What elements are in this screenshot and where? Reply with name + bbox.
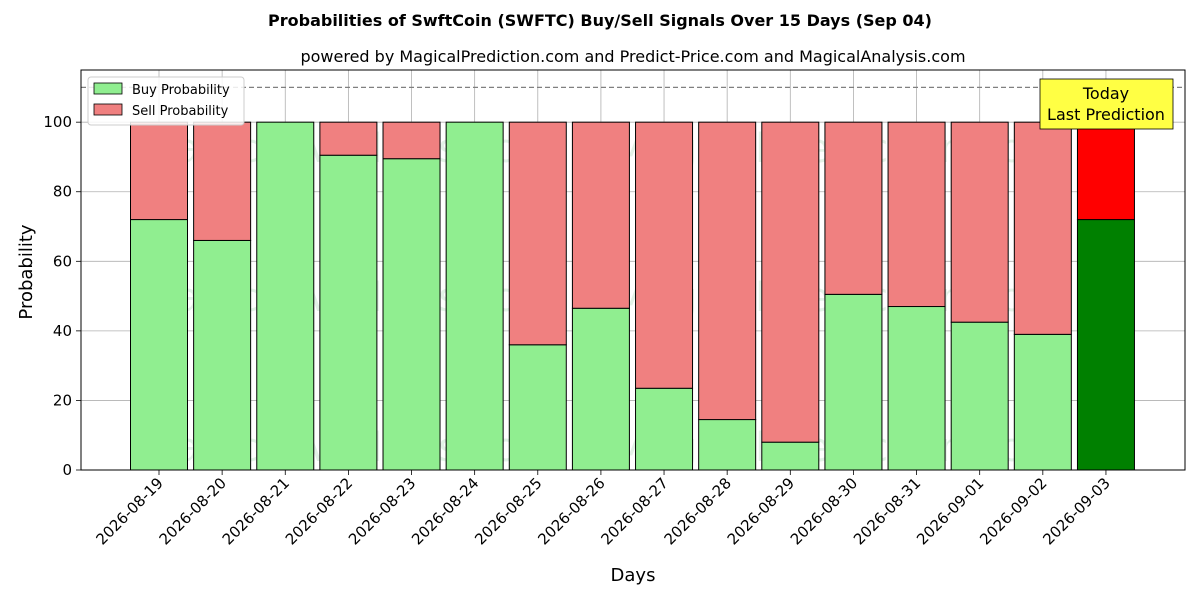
- x-tick-label: 2026-09-02: [976, 474, 1050, 548]
- chart-title: Probabilities of SwftCoin (SWFTC) Buy/Se…: [268, 11, 932, 30]
- buy-bar: [1013, 333, 1072, 471]
- sell-bar: [319, 121, 378, 156]
- x-axis-label: Days: [611, 565, 656, 586]
- x-tick-label: 2026-08-24: [408, 474, 482, 548]
- annotation-line1: Today: [1082, 84, 1129, 103]
- buy-bar: [887, 306, 946, 471]
- buy-bar: [256, 121, 315, 471]
- sell-bar: [571, 121, 630, 309]
- x-tick-label: 2026-08-19: [92, 474, 166, 548]
- sell-bar: [950, 121, 1009, 323]
- x-tick-label: 2026-08-25: [471, 474, 545, 548]
- buy-bar: [761, 441, 820, 471]
- chart-subtitle: powered by MagicalPrediction.com and Pre…: [300, 47, 965, 66]
- plot-frame: [80, 69, 1186, 471]
- legend-sell-swatch: [93, 103, 123, 116]
- buy-bar: [950, 321, 1009, 471]
- y-axis-label: Probability: [16, 224, 37, 319]
- sell-bar: [635, 121, 694, 389]
- x-tick-label: 2026-08-27: [597, 474, 671, 548]
- sell-bar: [508, 121, 567, 346]
- x-tick-label: 2026-08-21: [219, 474, 293, 548]
- legend-buy-label: Buy Probability: [132, 83, 230, 98]
- x-tick-label: 2026-08-22: [282, 474, 356, 548]
- legend-buy-swatch: [93, 82, 123, 95]
- x-tick-label: 2026-08-30: [787, 474, 861, 548]
- y-tick-label: 0: [62, 461, 72, 479]
- y-tick-label: 80: [53, 183, 72, 201]
- x-tick-label: 2026-08-28: [661, 474, 735, 548]
- legend-frame: [87, 76, 245, 126]
- today-annotation: Today Last Prediction: [1039, 78, 1174, 130]
- buy-bar: [445, 121, 504, 471]
- sell-bar: [193, 121, 252, 241]
- buy-bar: [193, 239, 252, 471]
- buy-bar: [635, 387, 694, 471]
- sell-bar: [1013, 121, 1072, 335]
- y-tick-label: 20: [53, 391, 72, 409]
- annotation-box: [1039, 78, 1174, 130]
- sell-bar: [887, 121, 946, 308]
- buy-bar: [1076, 219, 1135, 471]
- x-tick-label: 2026-08-31: [850, 474, 924, 548]
- sell-bar: [824, 121, 883, 295]
- legend: Buy Probability Sell Probability: [87, 76, 245, 126]
- buy-bar: [382, 158, 441, 471]
- x-tick-label: 2026-09-03: [1039, 474, 1113, 548]
- y-tick-label: 60: [53, 252, 72, 270]
- buy-bar: [824, 293, 883, 471]
- x-tick-label: 2026-09-01: [913, 474, 987, 548]
- buy-bar: [571, 307, 630, 471]
- y-tick-label: 40: [53, 322, 72, 340]
- sell-bar: [1076, 121, 1135, 221]
- sell-bar: [761, 121, 820, 443]
- sell-bar: [698, 121, 757, 421]
- buy-bar: [130, 219, 188, 471]
- x-tick-label: 2026-08-20: [156, 474, 230, 548]
- sell-bar: [382, 121, 441, 160]
- buy-bar: [319, 154, 378, 471]
- sell-bar: [130, 121, 188, 221]
- annotation-line2: Last Prediction: [1047, 105, 1165, 124]
- bars: [81, 86, 1185, 471]
- x-tick-label: 2026-08-23: [345, 474, 419, 548]
- x-tick-label: 2026-08-26: [534, 474, 608, 548]
- buy-bar: [508, 344, 567, 471]
- y-tick-label: 100: [43, 113, 72, 131]
- buy-bar: [698, 419, 757, 471]
- x-tick-label: 2026-08-29: [724, 474, 798, 548]
- legend-sell-label: Sell Probability: [132, 104, 229, 119]
